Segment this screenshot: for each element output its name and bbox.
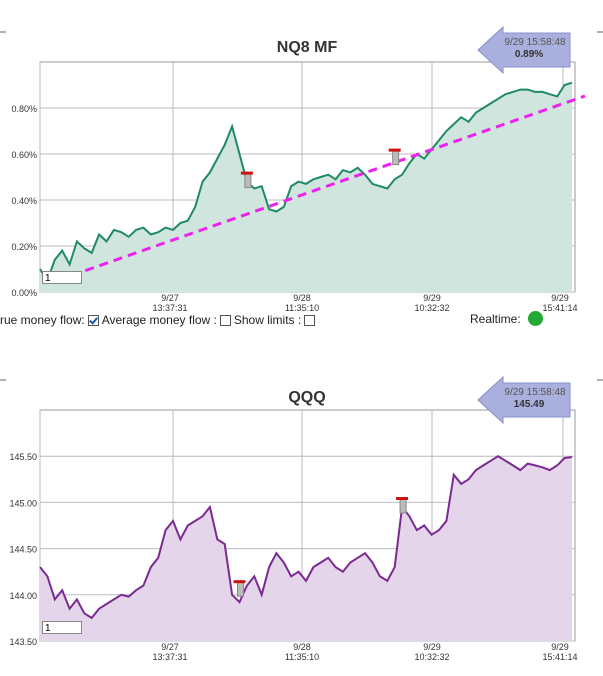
x-tick-date: 9/29 [423, 642, 441, 652]
callout-arrow [477, 25, 571, 75]
x-tick-time: 10:32:32 [414, 303, 449, 313]
x-tick-time: 11:35:10 [285, 652, 319, 662]
x-tick-date: 9/28 [293, 642, 311, 652]
average-money-flow-checkbox[interactable] [219, 314, 231, 326]
true-money-flow-checkbox[interactable] [87, 314, 99, 326]
y-tick-label: 0.00% [11, 288, 37, 298]
x-tick-date: 9/28 [293, 293, 311, 303]
y-tick-label: 144.00 [9, 591, 37, 601]
event-marker-stem [392, 150, 400, 166]
event-marker-flag [240, 171, 253, 175]
show-limits-checkbox[interactable] [304, 314, 316, 326]
callout-value: 0.89% [515, 49, 543, 60]
y-tick-label: 143.50 [9, 637, 37, 647]
x-tick-date: 9/27 [161, 642, 179, 652]
y-tick-label: 0.40% [11, 196, 37, 206]
qqq-chart: 143.50 144.00 144.50 145.00 145.50 QQQ 9/2713:… [0, 375, 603, 662]
x-tick-time: 15:41:14 [542, 303, 577, 313]
callout-time: 9/29 15:58:48 [504, 37, 566, 48]
chart-title: NQ8 MF [277, 39, 338, 56]
y-tick-label: 0.20% [11, 242, 37, 252]
true-money-flow-label: rue money flow: [0, 313, 85, 327]
chart-title: QQQ [288, 389, 325, 406]
series-area [40, 456, 572, 641]
y-tick-label: 145.00 [9, 498, 37, 508]
x-tick-time: 13:37:31 [152, 652, 187, 662]
callout-time: 9/29 15:58:48 [504, 387, 566, 398]
qqq-range-input[interactable]: 1 [42, 621, 82, 634]
realtime-indicator: Realtime: [470, 311, 543, 326]
nq8-mf-chart: 0.00% 0.20% 0.40% 0.60% 0.80% NQ8 MF 9/2713:37… [0, 25, 603, 313]
y-tick-label: 145.50 [9, 452, 37, 462]
x-tick-date: 9/27 [161, 293, 179, 303]
x-tick-time: 15:41:14 [542, 652, 577, 662]
x-tick-time: 10:32:32 [414, 652, 449, 662]
x-tick-time: 13:37:31 [152, 303, 187, 313]
x-tick-date: 9/29 [551, 293, 569, 303]
average-money-flow-label: Average money flow : [101, 313, 217, 327]
callout-arrow [477, 375, 571, 425]
show-limits-label: Show limits : [233, 313, 302, 327]
event-marker-stem [399, 498, 407, 514]
event-marker-flag [388, 148, 401, 152]
trend-line [56, 94, 586, 282]
realtime-status-dot[interactable] [527, 311, 543, 326]
event-marker-stem [237, 581, 244, 597]
event-marker-flag [396, 497, 409, 501]
y-tick-label: 0.60% [11, 150, 37, 160]
nq8-range-input[interactable]: 1 [42, 271, 82, 284]
x-tick-date: 9/29 [423, 293, 441, 303]
series-line [39, 81, 573, 283]
realtime-label: Realtime: [470, 311, 521, 326]
x-tick-date: 9/29 [551, 642, 569, 652]
event-marker-stem [244, 173, 252, 189]
y-tick-label: 144.50 [9, 545, 37, 555]
callout-value: 145.49 [514, 399, 545, 410]
series-line [39, 455, 573, 620]
money-flow-controls: rue money flow: Average money flow : Sho… [0, 313, 316, 327]
y-tick-label: 0.80% [11, 104, 37, 114]
event-marker-flag [233, 580, 246, 584]
x-tick-time: 11:35:10 [285, 303, 319, 313]
